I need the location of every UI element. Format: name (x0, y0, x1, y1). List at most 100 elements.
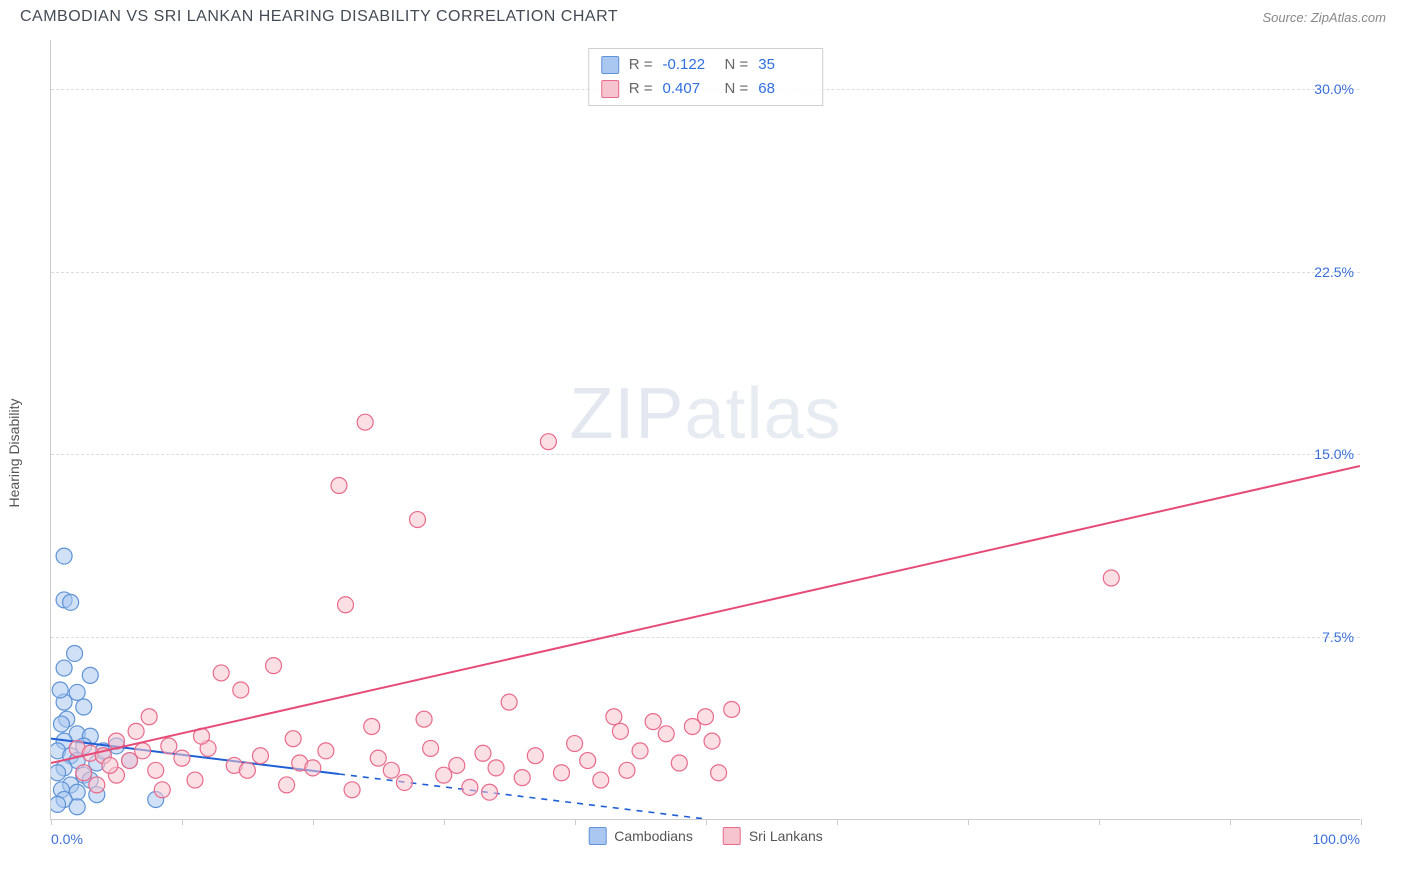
data-point (285, 731, 301, 747)
x-tick-mark (968, 819, 969, 825)
n-value: 68 (758, 77, 810, 101)
source-attribution: Source: ZipAtlas.com (1262, 10, 1386, 25)
x-axis-min-label: 0.0% (51, 831, 83, 847)
data-point (305, 760, 321, 776)
data-point (357, 414, 373, 430)
data-point (141, 709, 157, 725)
x-tick-mark (1099, 819, 1100, 825)
r-label: R = (629, 77, 653, 101)
data-point (449, 757, 465, 773)
series-legend: Cambodians Sri Lankans (588, 827, 823, 845)
r-value: -0.122 (663, 53, 715, 77)
data-point (213, 665, 229, 681)
data-point (67, 645, 83, 661)
x-axis-max-label: 100.0% (1313, 831, 1360, 847)
n-label: N = (725, 53, 749, 77)
chart-title: CAMBODIAN VS SRI LANKAN HEARING DISABILI… (20, 8, 618, 26)
data-point (318, 743, 334, 759)
data-point (69, 799, 85, 815)
data-point (416, 711, 432, 727)
data-point (135, 743, 151, 759)
data-point (567, 736, 583, 752)
data-point (53, 716, 69, 732)
data-point (233, 682, 249, 698)
data-point (704, 733, 720, 749)
data-point (606, 709, 622, 725)
source-prefix: Source: (1262, 10, 1310, 25)
x-tick-mark (575, 819, 576, 825)
x-tick-mark (1361, 819, 1362, 825)
x-tick-mark (706, 819, 707, 825)
data-point (410, 512, 426, 528)
data-point (266, 658, 282, 674)
n-value: 35 (758, 53, 810, 77)
x-tick-mark (444, 819, 445, 825)
data-point (527, 748, 543, 764)
data-point (370, 750, 386, 766)
series-legend-item: Sri Lankans (723, 827, 823, 845)
data-point (364, 719, 380, 735)
data-point (128, 723, 144, 739)
data-point (56, 548, 72, 564)
data-point (82, 667, 98, 683)
data-point (331, 478, 347, 494)
data-point (593, 772, 609, 788)
data-point (612, 723, 628, 739)
data-point (252, 748, 268, 764)
data-point (423, 740, 439, 756)
data-point (338, 597, 354, 613)
data-point (76, 699, 92, 715)
data-point (51, 796, 66, 812)
data-point (187, 772, 203, 788)
y-axis-label: Hearing Disability (6, 399, 22, 508)
series-legend-item: Cambodians (588, 827, 693, 845)
data-point (711, 765, 727, 781)
data-point (514, 770, 530, 786)
data-point (698, 709, 714, 725)
x-tick-mark (313, 819, 314, 825)
data-point (76, 765, 92, 781)
data-point (174, 750, 190, 766)
data-point (671, 755, 687, 771)
data-point (56, 660, 72, 676)
data-point (279, 777, 295, 793)
data-point (396, 774, 412, 790)
data-point (161, 738, 177, 754)
series-label: Sri Lankans (749, 828, 823, 844)
data-point (52, 682, 68, 698)
legend-swatch (588, 827, 606, 845)
data-point (501, 694, 517, 710)
data-point (632, 743, 648, 759)
x-tick-mark (51, 819, 52, 825)
data-point (383, 762, 399, 778)
data-point (462, 779, 478, 795)
correlation-legend: R = -0.122 N = 35 R = 0.407 N = 68 (588, 48, 824, 106)
x-tick-mark (182, 819, 183, 825)
legend-row: R = -0.122 N = 35 (601, 53, 811, 77)
data-point (724, 701, 740, 717)
data-point (51, 765, 66, 781)
legend-swatch (601, 56, 619, 74)
data-point (482, 784, 498, 800)
legend-swatch (723, 827, 741, 845)
data-point (1103, 570, 1119, 586)
source-name: ZipAtlas.com (1311, 10, 1386, 25)
data-point (344, 782, 360, 798)
data-point (488, 760, 504, 776)
legend-swatch (601, 80, 619, 98)
data-point (645, 714, 661, 730)
data-point (580, 753, 596, 769)
r-label: R = (629, 53, 653, 77)
data-point (619, 762, 635, 778)
chart-container: Hearing Disability ZIPatlas R =-0.122N =… (0, 30, 1406, 860)
data-point (540, 434, 556, 450)
scatter-svg (51, 40, 1360, 819)
legend-row: R = 0.407 N = 68 (601, 77, 811, 101)
x-tick-mark (1230, 819, 1231, 825)
r-value: 0.407 (663, 77, 715, 101)
n-label: N = (725, 77, 749, 101)
header-bar: CAMBODIAN VS SRI LANKAN HEARING DISABILI… (0, 0, 1406, 30)
data-point (102, 757, 118, 773)
data-point (239, 762, 255, 778)
data-point (475, 745, 491, 761)
